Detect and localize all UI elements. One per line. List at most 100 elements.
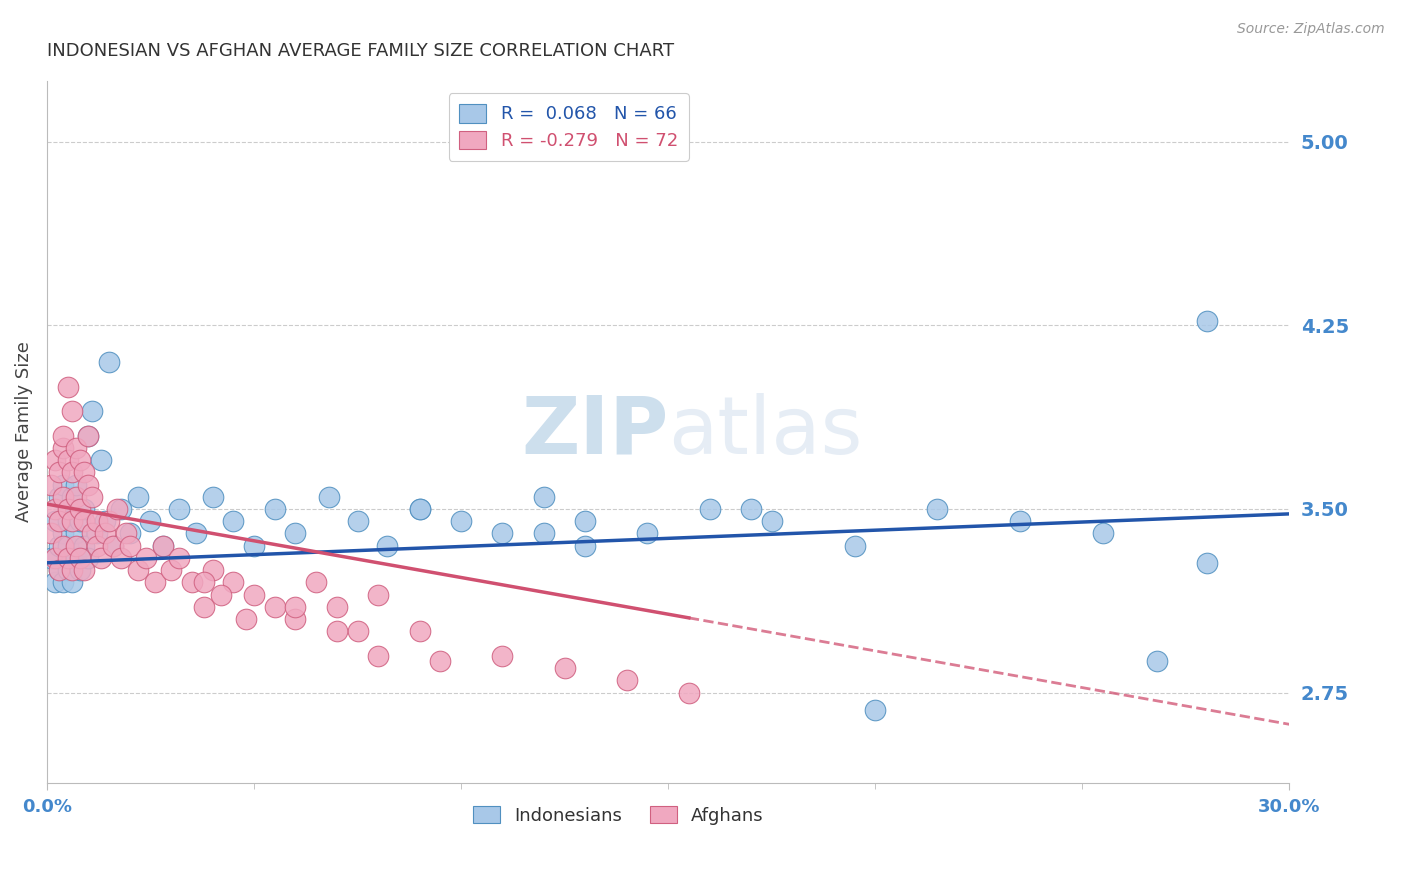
Point bbox=[201, 563, 224, 577]
Point bbox=[375, 539, 398, 553]
Point bbox=[284, 612, 307, 626]
Point bbox=[429, 654, 451, 668]
Point bbox=[139, 514, 162, 528]
Point bbox=[284, 599, 307, 614]
Point bbox=[865, 703, 887, 717]
Point bbox=[48, 514, 70, 528]
Point bbox=[69, 502, 91, 516]
Point bbox=[86, 526, 108, 541]
Point bbox=[69, 514, 91, 528]
Point bbox=[60, 465, 83, 479]
Point bbox=[60, 563, 83, 577]
Point bbox=[60, 490, 83, 504]
Point bbox=[114, 526, 136, 541]
Point bbox=[844, 539, 866, 553]
Point bbox=[48, 539, 70, 553]
Point bbox=[48, 563, 70, 577]
Point bbox=[73, 465, 96, 479]
Point bbox=[118, 526, 141, 541]
Point bbox=[152, 539, 174, 553]
Point bbox=[69, 563, 91, 577]
Point bbox=[243, 539, 266, 553]
Point bbox=[56, 453, 79, 467]
Point bbox=[86, 539, 108, 553]
Point bbox=[761, 514, 783, 528]
Y-axis label: Average Family Size: Average Family Size bbox=[15, 342, 32, 523]
Point bbox=[56, 502, 79, 516]
Point bbox=[44, 502, 66, 516]
Point bbox=[52, 477, 75, 491]
Point bbox=[86, 514, 108, 528]
Point bbox=[90, 550, 112, 565]
Point bbox=[346, 514, 368, 528]
Point bbox=[118, 539, 141, 553]
Point bbox=[69, 453, 91, 467]
Point bbox=[699, 502, 721, 516]
Point bbox=[60, 514, 83, 528]
Point bbox=[44, 514, 66, 528]
Point bbox=[73, 563, 96, 577]
Point bbox=[201, 490, 224, 504]
Point bbox=[98, 514, 121, 528]
Point bbox=[73, 514, 96, 528]
Point bbox=[263, 599, 285, 614]
Point bbox=[367, 648, 389, 663]
Point bbox=[77, 550, 100, 565]
Point bbox=[98, 355, 121, 369]
Point bbox=[82, 526, 104, 541]
Point bbox=[52, 575, 75, 590]
Point bbox=[408, 502, 430, 516]
Point bbox=[73, 539, 96, 553]
Point bbox=[44, 575, 66, 590]
Point bbox=[1195, 556, 1218, 570]
Point bbox=[110, 550, 132, 565]
Point bbox=[367, 588, 389, 602]
Point bbox=[52, 526, 75, 541]
Point bbox=[574, 514, 596, 528]
Point bbox=[65, 490, 87, 504]
Point bbox=[1092, 526, 1115, 541]
Point bbox=[574, 539, 596, 553]
Text: ZIP: ZIP bbox=[522, 392, 668, 471]
Point bbox=[160, 563, 183, 577]
Point bbox=[1010, 514, 1032, 528]
Point bbox=[678, 685, 700, 699]
Point bbox=[243, 588, 266, 602]
Legend: Indonesians, Afghans: Indonesians, Afghans bbox=[464, 797, 773, 834]
Point bbox=[143, 575, 166, 590]
Point bbox=[48, 465, 70, 479]
Point bbox=[56, 539, 79, 553]
Point bbox=[193, 575, 215, 590]
Point bbox=[39, 526, 62, 541]
Point bbox=[82, 490, 104, 504]
Point bbox=[77, 428, 100, 442]
Point bbox=[65, 539, 87, 553]
Point bbox=[222, 575, 245, 590]
Point bbox=[101, 539, 124, 553]
Point bbox=[127, 490, 149, 504]
Point bbox=[39, 477, 62, 491]
Point bbox=[65, 550, 87, 565]
Point bbox=[65, 441, 87, 455]
Point bbox=[60, 404, 83, 418]
Point bbox=[616, 673, 638, 688]
Point bbox=[94, 526, 117, 541]
Point bbox=[65, 477, 87, 491]
Point bbox=[1146, 654, 1168, 668]
Point bbox=[533, 526, 555, 541]
Point bbox=[263, 502, 285, 516]
Point bbox=[105, 502, 128, 516]
Point bbox=[73, 502, 96, 516]
Point bbox=[44, 550, 66, 565]
Point bbox=[326, 624, 349, 639]
Point bbox=[740, 502, 762, 516]
Point bbox=[56, 563, 79, 577]
Point bbox=[180, 575, 202, 590]
Point bbox=[77, 477, 100, 491]
Text: atlas: atlas bbox=[668, 392, 862, 471]
Point bbox=[169, 550, 191, 565]
Point bbox=[450, 514, 472, 528]
Point bbox=[235, 612, 257, 626]
Point bbox=[533, 490, 555, 504]
Point bbox=[491, 526, 513, 541]
